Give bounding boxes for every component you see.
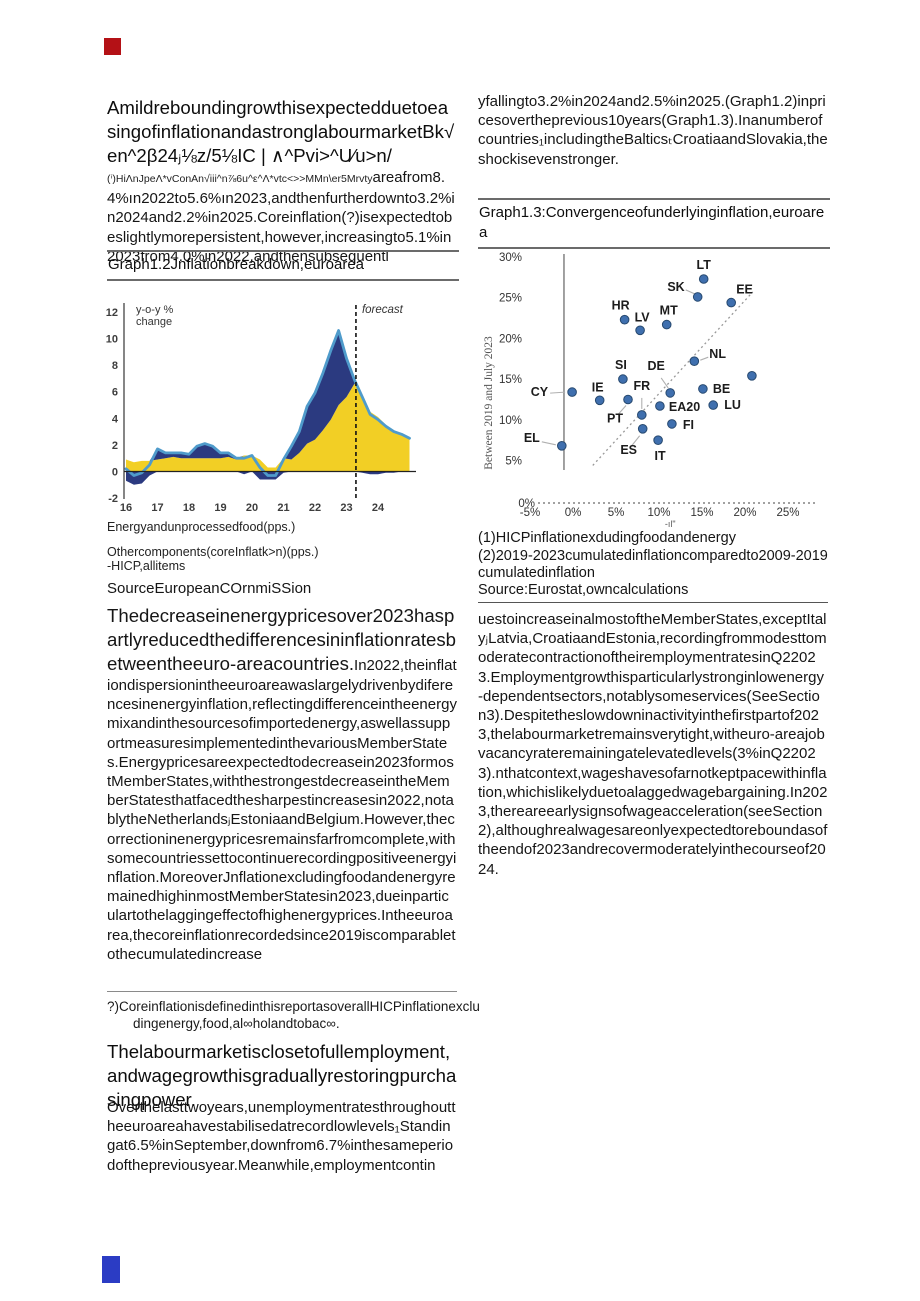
svg-text:DE: DE (648, 359, 665, 373)
svg-text:IE: IE (592, 380, 604, 394)
svg-text:LV: LV (635, 310, 651, 324)
svg-text:SI: SI (615, 358, 627, 372)
svg-text:SK: SK (667, 280, 684, 294)
left-paragraph-2-text: In2022,theinflationdispersionintheeuroar… (107, 657, 457, 963)
svg-text:12: 12 (106, 307, 118, 319)
svg-text:0%: 0% (565, 507, 582, 519)
graph12-legend-energy: Energyandunprocessedfood(pps.) (107, 520, 296, 534)
svg-text:4: 4 (112, 413, 119, 425)
svg-text:24: 24 (372, 502, 385, 514)
svg-text:NL: NL (709, 347, 726, 361)
svg-text:25%: 25% (499, 293, 522, 305)
footnote-rule (107, 991, 457, 992)
svg-text:0: 0 (112, 467, 118, 479)
svg-text:EA20: EA20 (669, 400, 700, 414)
svg-text:forecast: forecast (362, 304, 404, 316)
svg-text:EE: EE (736, 283, 753, 297)
svg-text:IT: IT (655, 449, 666, 463)
graph12-legend-core: Othercomponents(coreInflatk>n)(pps.) (107, 545, 319, 559)
svg-text:20%: 20% (499, 333, 522, 345)
svg-text:30%: 30% (499, 252, 522, 264)
svg-text:21: 21 (277, 502, 289, 514)
svg-text:19: 19 (214, 502, 226, 514)
left-heading: Amildreboundingrowthisexpectedduetoeasin… (107, 97, 455, 166)
graph12-source: SourceEuropeanCOrnmiSSion (107, 580, 312, 597)
left-paragraph-2: Thedecreaseinenergypricesover2023haspart… (107, 604, 457, 964)
svg-text:23: 23 (340, 502, 352, 514)
svg-text:25%: 25% (776, 507, 799, 519)
graph13-note-1: (1)HICPinflationexdudingfoodandenergy (478, 530, 736, 546)
svg-text:EL: EL (524, 431, 540, 445)
svg-text:HR: HR (612, 299, 630, 313)
left-paragraph-1: (ⁱ)HiΛnJpeΛ*vConAn√iii^n⅞6u^ε^Λ*vtc<>>MM… (107, 168, 457, 266)
svg-text:FI: FI (683, 418, 694, 432)
svg-text:BE: BE (713, 382, 730, 396)
svg-text:LU: LU (724, 398, 741, 412)
graph13-bottom-rule (478, 602, 828, 603)
graph13-source: Source:Eurostat,owncalculations (478, 582, 689, 598)
svg-text:6: 6 (112, 387, 118, 399)
graph12-legend-hicp: -HICP,allitems (107, 559, 186, 573)
footnote: ?)Coreinflationisdefinedinthisreportasov… (107, 999, 480, 1031)
svg-text:-ıl": -ıl" (665, 519, 676, 529)
svg-text:PT: PT (607, 412, 623, 426)
svg-text:15%: 15% (690, 507, 713, 519)
left-lead-sentence: Thedecreaseinenergypricesover2023haspart… (107, 605, 457, 674)
right-paragraph-2: uestoincreaseinalmostoftheMemberStates,e… (478, 611, 828, 878)
svg-text:LT: LT (697, 258, 712, 272)
svg-text:y-o-y %: y-o-y % (136, 304, 174, 316)
right-paragraph-1: yfallingto3.2%in2024and2.5%in2025.(Graph… (478, 93, 828, 168)
svg-text:MT: MT (660, 304, 678, 318)
svg-text:10%: 10% (499, 415, 522, 427)
svg-text:5%: 5% (608, 507, 625, 519)
svg-text:-5%: -5% (520, 507, 540, 519)
svg-text:20%: 20% (733, 507, 756, 519)
svg-text:20: 20 (246, 502, 258, 514)
graph13-caption: Graph1.3:Convergenceofunderlyinginflatio… (478, 198, 830, 249)
svg-text:2: 2 (112, 440, 118, 452)
svg-text:15%: 15% (499, 374, 522, 386)
svg-text:CY: CY (531, 385, 549, 399)
graph12-caption: Graph1.2Jnflationbreakdown,euroarea (107, 250, 459, 281)
svg-text:FR: FR (633, 379, 650, 393)
svg-text:Between 2019 and July 2023: Between 2019 and July 2023 (483, 336, 495, 470)
svg-text:10%: 10% (647, 507, 670, 519)
svg-text:17: 17 (151, 502, 163, 514)
svg-text:16: 16 (120, 502, 132, 514)
svg-text:0%: 0% (518, 498, 535, 510)
left-heading-2: Thelabourmarketisclosetofullemployment,a… (107, 1041, 457, 1110)
svg-text:ES: ES (620, 443, 637, 457)
svg-text:22: 22 (309, 502, 321, 514)
graph13-note-2: (2)2019-2023cumulatedinflationcomparedto… (478, 548, 828, 581)
svg-text:8: 8 (112, 360, 118, 372)
graph13-convergence-scatter-chart: Between 2019 and July 2023 30% 25% 20% 15% 10… (483, 252, 815, 529)
svg-text:-2: -2 (108, 493, 118, 505)
svg-text:5%: 5% (505, 456, 522, 468)
svg-text:18: 18 (183, 502, 195, 514)
svg-text:10: 10 (106, 334, 118, 346)
svg-text:change: change (136, 316, 172, 328)
page-marker-blue-square (102, 1256, 120, 1283)
left-paragraph-1-text: areafrom8.4%ın2022to5.6%ın2023,andthenfu… (107, 169, 455, 265)
left-paragraph-3: Overthelasttwoyears,unemploymentratesthr… (107, 1099, 456, 1174)
page-marker-red-square (104, 38, 121, 55)
ocr-garbled-line: (ⁱ)HiΛnJpeΛ*vConAn√iii^n⅞6u^ε^Λ*vtc<>>MM… (107, 173, 373, 185)
